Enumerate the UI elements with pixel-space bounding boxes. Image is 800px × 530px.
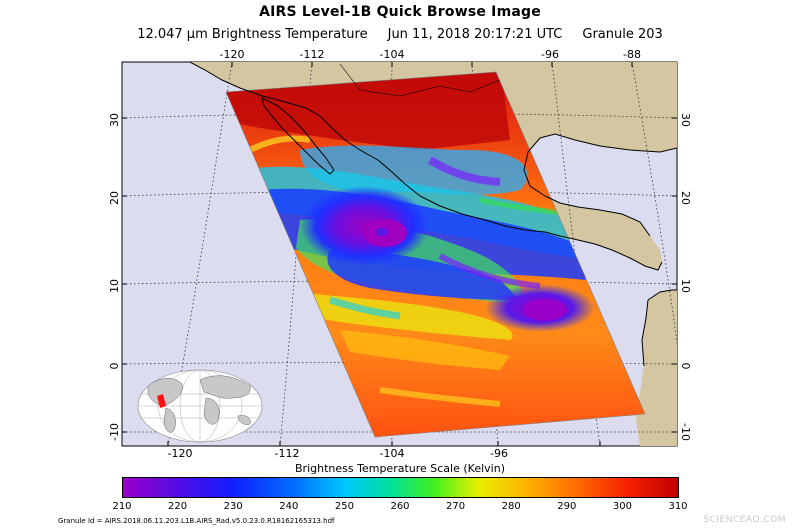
bottom-lon-label: -96 (490, 447, 508, 460)
subtitle-granule: Granule 203 (582, 27, 663, 42)
top-lon-label: -120 (220, 48, 245, 61)
watermark: SCIENCEAQ.COM (703, 515, 786, 525)
subtitle-product: 12.047 μm Brightness Temperature (137, 27, 368, 42)
world-inset-globe (137, 369, 263, 443)
colorbar-tick-label: 300 (612, 501, 632, 512)
top-lon-label: -96 (541, 48, 559, 61)
right-lat-label: -10 (679, 423, 692, 441)
colorbar-tick-label: 270 (446, 501, 466, 512)
colorbar-tick-label: 240 (279, 501, 299, 512)
bottom-lon-label: -112 (275, 447, 300, 460)
top-lon-label: -88 (623, 48, 641, 61)
left-lat-label: -10 (108, 423, 121, 441)
colorbar-tick-label: 210 (112, 501, 132, 512)
bottom-lon-label: -120 (168, 447, 193, 460)
left-lat-label: 20 (108, 191, 121, 205)
south-america-land (636, 290, 677, 446)
colorbar (122, 477, 679, 498)
left-lat-label: 0 (108, 363, 121, 370)
colorbar-tick-label: 230 (223, 501, 243, 512)
left-lat-label: 30 (108, 113, 121, 127)
bottom-lon-label: -104 (380, 447, 405, 460)
right-lat-label: 0 (679, 363, 692, 370)
right-lat-label: 10 (679, 279, 692, 293)
top-lon-label: -104 (380, 48, 405, 61)
brightness-temperature-map: -120 -112 -104 -96 -88 -120 -112 -104 -9… (108, 48, 692, 460)
colorbar-tick-label: 290 (557, 501, 577, 512)
top-lon-label: -112 (300, 48, 325, 61)
swath-location-marker (157, 394, 166, 408)
right-lat-label: 30 (679, 113, 692, 127)
subtitle: 12.047 μm Brightness Temperature Jun 11, … (0, 27, 800, 42)
colorbar-tick-label: 280 (501, 501, 521, 512)
colorbar-tick-label: 310 (668, 501, 688, 512)
page-title: AIRS Level-1B Quick Browse Image (259, 4, 541, 20)
subtitle-time: Jun 11, 2018 20:17:21 UTC (387, 27, 563, 42)
colorbar-title: Brightness Temperature Scale (Kelvin) (295, 462, 505, 475)
colorbar-tick-label: 220 (168, 501, 188, 512)
colorbar-tick-label: 260 (390, 501, 410, 512)
left-lat-label: 10 (108, 279, 121, 293)
colorbar-tick-label: 250 (334, 501, 354, 512)
granule-id: Granule Id = AIRS.2018.06.11.203.L1B.AIR… (58, 517, 335, 525)
right-lat-label: 20 (679, 191, 692, 205)
